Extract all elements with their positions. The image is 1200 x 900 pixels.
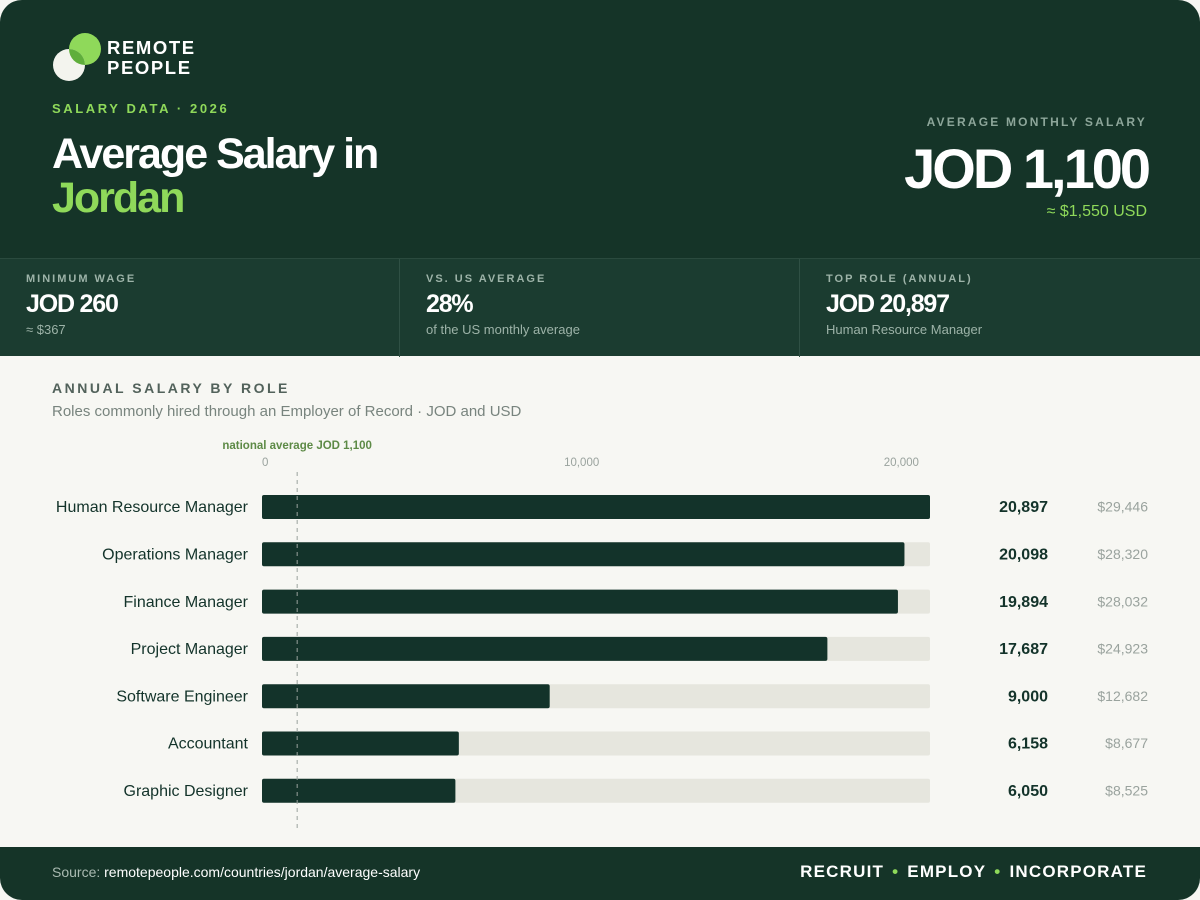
- bar: [262, 542, 905, 567]
- value-label-usd: $12,682: [1097, 688, 1148, 704]
- tagline-separator: •: [892, 862, 900, 881]
- source-prefix: Source:: [52, 864, 101, 880]
- bar: [262, 636, 828, 661]
- brand-name: REMOTE PEOPLE: [107, 38, 227, 78]
- stat-value: JOD 260: [26, 290, 119, 318]
- stats-strip: MINIMUM WAGE JOD 260 ≈ $367 VS. US AVERA…: [0, 258, 1200, 357]
- avg-salary-value: JOD 1,100: [904, 137, 1151, 200]
- bar: [262, 684, 550, 709]
- stat-vs-us-average: VS. US AVERAGE 28% of the US monthly ave…: [400, 259, 800, 357]
- tagline-separator: •: [994, 862, 1002, 881]
- value-label-jod: 6,158: [1008, 736, 1048, 753]
- category-label: Accountant: [168, 736, 249, 753]
- category-label: Software Engineer: [116, 688, 248, 705]
- brand-name-line1: REMOTE: [107, 37, 196, 58]
- bar: [262, 495, 930, 519]
- chart-subtitle: Roles commonly hired through an Employer…: [52, 403, 522, 420]
- stat-value: JOD 20,897: [826, 290, 950, 318]
- reference-line-label: national average JOD 1,100: [222, 440, 372, 452]
- source-note: Source: remotepeople.com/countries/jorda…: [52, 864, 420, 880]
- stat-sub: of the US monthly average: [426, 322, 580, 337]
- avg-salary-label: AVERAGE MONTHLY SALARY: [926, 115, 1147, 129]
- stat-label: MINIMUM WAGE: [26, 273, 137, 285]
- value-label-usd: $8,677: [1105, 735, 1148, 751]
- category-label: Project Manager: [131, 641, 249, 658]
- value-label-jod: 17,687: [999, 641, 1048, 658]
- bar: [262, 589, 898, 614]
- stat-value: 28%: [426, 290, 474, 318]
- value-label-jod: 9,000: [1008, 688, 1048, 705]
- bar: [262, 778, 456, 803]
- stat-minimum-wage: MINIMUM WAGE JOD 260 ≈ $367: [0, 259, 400, 357]
- stat-sub: ≈ $367: [26, 322, 66, 337]
- category-label: Finance Manager: [123, 594, 248, 611]
- title-country: Jordan: [52, 174, 185, 222]
- tagline-employ: EMPLOY: [907, 862, 987, 881]
- value-label-usd: $29,446: [1097, 499, 1148, 515]
- stat-sub: Human Resource Manager: [826, 322, 983, 337]
- axis-tick-label: 0: [262, 457, 268, 469]
- category-label: Human Resource Manager: [56, 499, 249, 516]
- value-label-usd: $24,923: [1097, 641, 1148, 657]
- value-label-jod: 20,098: [999, 547, 1048, 564]
- page-title: Average Salary in Jordan: [52, 132, 572, 220]
- value-label-jod: 19,894: [999, 594, 1048, 611]
- category-label: Graphic Designer: [124, 783, 249, 800]
- salary-bar-chart: 0 10,000 20,000 Human Resource Manager 20,89…: [56, 440, 1148, 828]
- tagline-recruit: RECRUIT: [800, 862, 885, 881]
- bar: [262, 731, 459, 756]
- axis-tick-label: 20,000: [884, 457, 919, 469]
- logo-mark-icon: [53, 33, 101, 81]
- brand-name-line2: PEOPLE: [107, 57, 192, 78]
- value-label-jod: 6,050: [1008, 783, 1048, 800]
- tagline-incorporate: INCORPORATE: [1009, 862, 1147, 881]
- source-link[interactable]: remotepeople.com/countries/jordan/averag…: [104, 864, 421, 880]
- value-label-jod: 20,897: [999, 499, 1048, 516]
- category-label: Operations Manager: [102, 547, 249, 564]
- chart-title: ANNUAL SALARY BY ROLE: [52, 380, 290, 396]
- eyebrow-label: SALARY DATA · 2026: [52, 101, 230, 116]
- tagline: RECRUIT • EMPLOY • INCORPORATE: [800, 862, 1147, 882]
- stat-top-role: TOP ROLE (ANNUAL) JOD 20,897 Human Resou…: [800, 259, 1200, 357]
- footer: Source: remotepeople.com/countries/jorda…: [0, 847, 1200, 900]
- value-label-usd: $8,525: [1105, 783, 1148, 799]
- value-label-usd: $28,032: [1097, 593, 1148, 609]
- header: REMOTE PEOPLE SALARY DATA · 2026 Average…: [0, 0, 1200, 258]
- value-label-usd: $28,320: [1097, 546, 1148, 562]
- stat-label: TOP ROLE (ANNUAL): [826, 273, 973, 285]
- title-line1: Average Salary in: [52, 130, 379, 178]
- stat-label: VS. US AVERAGE: [426, 273, 547, 285]
- avg-salary-usd: ≈ $1,550 USD: [1046, 203, 1147, 220]
- axis-tick-label: 10,000: [564, 457, 599, 469]
